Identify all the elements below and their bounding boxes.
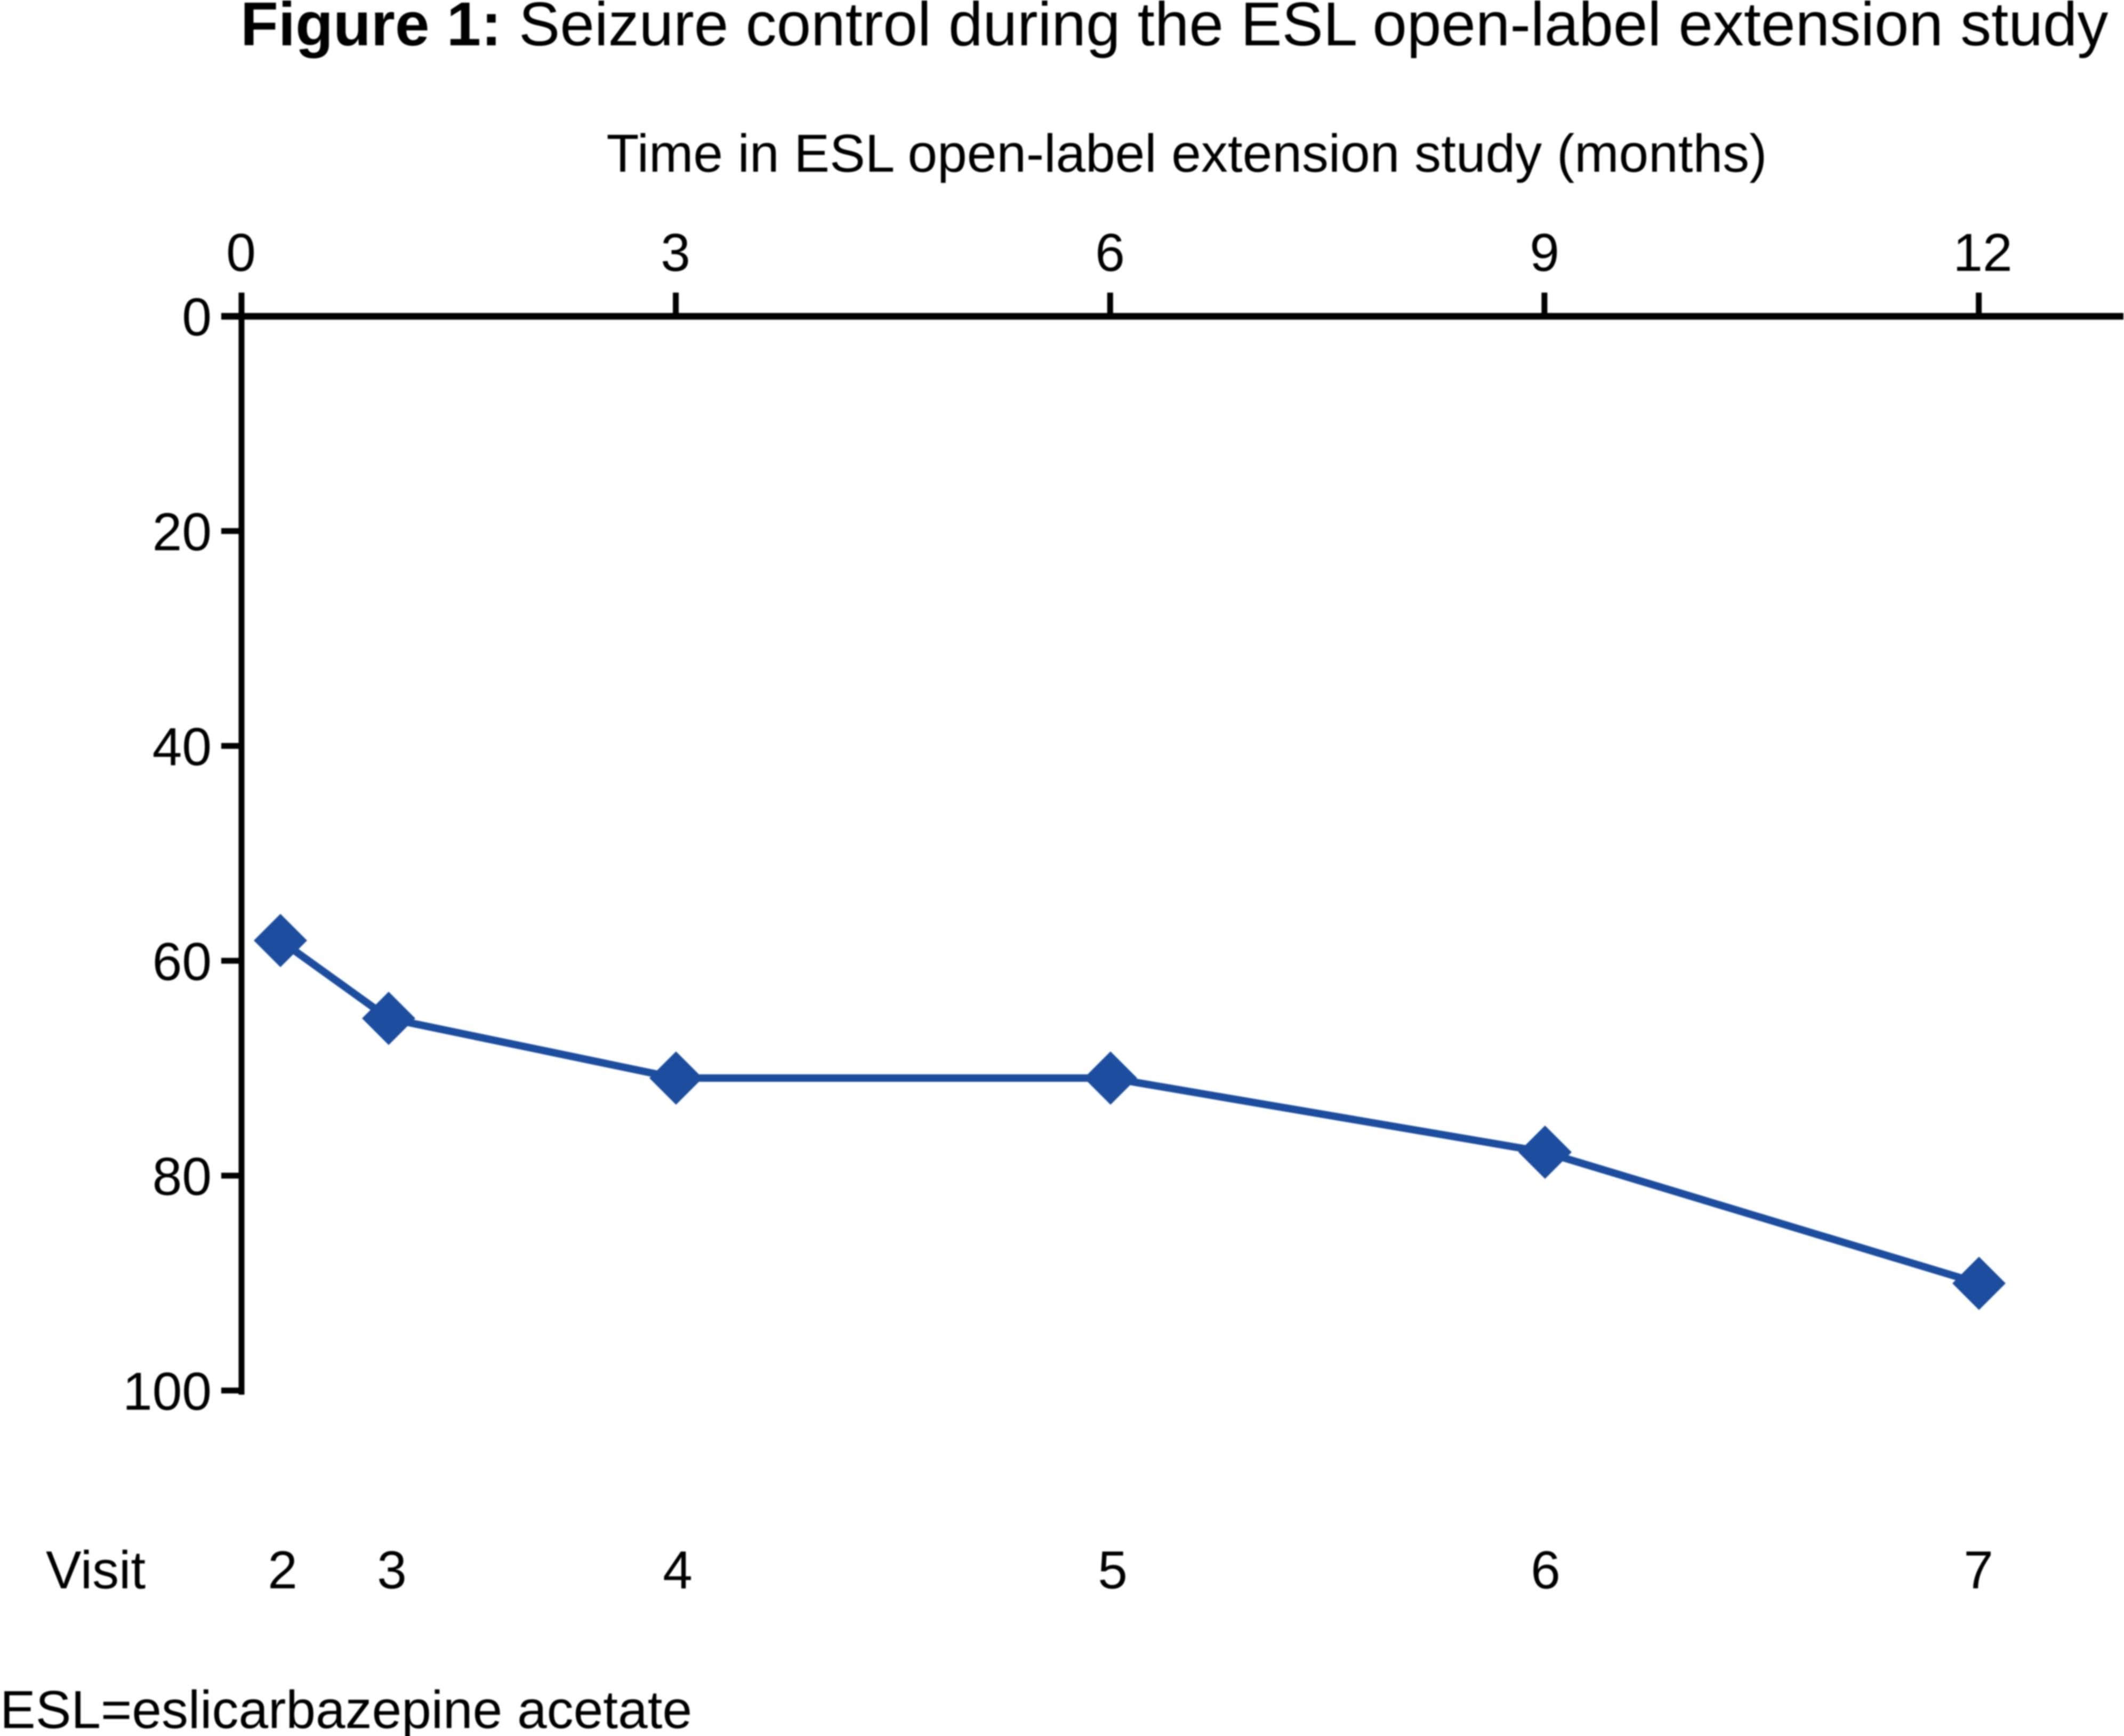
svg-text:40: 40 bbox=[152, 717, 212, 777]
svg-text:60: 60 bbox=[152, 932, 212, 992]
svg-text:6: 6 bbox=[1095, 223, 1125, 283]
svg-text:6: 6 bbox=[1531, 1540, 1560, 1600]
svg-text:20: 20 bbox=[152, 502, 212, 562]
svg-text:12: 12 bbox=[1953, 223, 2012, 283]
svg-text:100: 100 bbox=[123, 1362, 212, 1421]
svg-text:5: 5 bbox=[1098, 1540, 1128, 1600]
svg-text:Figure 1: Seizure control duri: Figure 1: Seizure control during the ESL… bbox=[240, 0, 2108, 59]
svg-text:3: 3 bbox=[661, 223, 690, 283]
svg-text:0: 0 bbox=[182, 287, 212, 347]
svg-text:ESL=eslicarbazepine acetate: ESL=eslicarbazepine acetate bbox=[0, 1680, 692, 1736]
svg-text:9: 9 bbox=[1530, 223, 1559, 283]
svg-text:4: 4 bbox=[663, 1540, 693, 1600]
svg-text:Time in ESL open-label extensi: Time in ESL open-label extension study (… bbox=[606, 124, 1767, 183]
svg-text:Visit: Visit bbox=[46, 1540, 146, 1600]
svg-text:0: 0 bbox=[226, 223, 256, 283]
svg-text:2: 2 bbox=[268, 1540, 297, 1600]
svg-text:80: 80 bbox=[152, 1147, 212, 1207]
svg-text:7: 7 bbox=[1964, 1540, 1993, 1600]
svg-text:3: 3 bbox=[377, 1540, 407, 1600]
